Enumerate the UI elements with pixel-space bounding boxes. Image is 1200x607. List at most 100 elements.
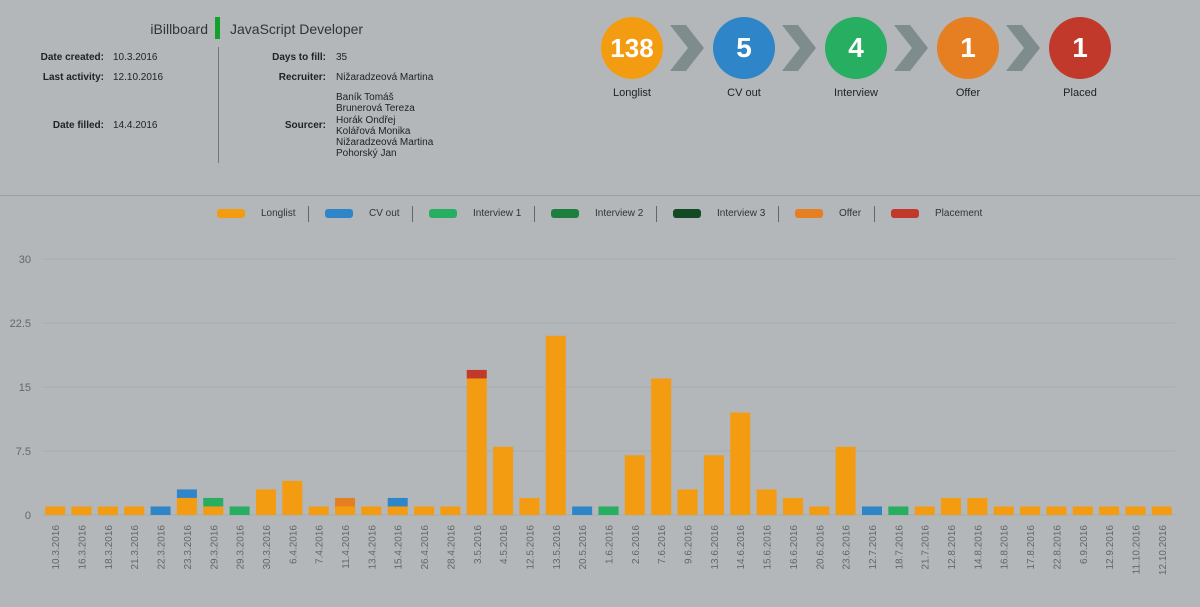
stage-count: 138 — [601, 17, 663, 79]
bar-segment — [1072, 506, 1093, 515]
bar-segment — [150, 506, 171, 515]
legend-label: Offer — [839, 208, 862, 219]
bar-segment — [71, 506, 92, 515]
x-tick-label: 20.5.2016 — [578, 525, 589, 570]
x-tick-label: 6.9.2016 — [1079, 525, 1090, 564]
bar-segment — [282, 480, 303, 515]
sourcer-name: Brunerová Tereza — [336, 103, 415, 115]
bar-segment — [414, 506, 435, 515]
bar-segment — [97, 506, 118, 515]
x-tick-label: 21.3.2016 — [130, 525, 141, 570]
legend-swatch — [891, 209, 919, 218]
y-tick-label: 0 — [25, 510, 31, 522]
x-tick-label: 16.8.2016 — [1000, 525, 1011, 570]
x-tick-label: 10.3.2016 — [51, 525, 62, 570]
bar-segment — [941, 497, 962, 515]
x-tick-label: 4.5.2016 — [499, 525, 510, 564]
bar-segment — [308, 506, 329, 515]
x-tick-label: 14.6.2016 — [736, 525, 747, 570]
x-tick-label: 23.3.2016 — [183, 525, 194, 570]
legend-swatch — [673, 209, 701, 218]
legend-swatch — [795, 209, 823, 218]
bar-segment — [598, 506, 619, 515]
stage-count: 4 — [825, 17, 887, 79]
bar-segment — [1125, 506, 1146, 515]
last-activity-value: 12.10.2016 — [113, 72, 164, 83]
bar-segment — [809, 506, 830, 515]
recruiter-value: Nižaradzeová Martina — [336, 72, 434, 83]
x-tick-label: 12.8.2016 — [947, 525, 958, 570]
x-tick-label: 17.8.2016 — [1026, 525, 1037, 570]
chart-legend: Longlist CV out Interview 1 Interview 2 … — [0, 206, 1200, 222]
bar-segment — [651, 378, 672, 515]
y-tick-label: 15 — [19, 382, 31, 394]
bar-segment — [229, 506, 250, 515]
stage-count: 5 — [713, 17, 775, 79]
legend-swatch — [429, 209, 457, 218]
x-tick-label: 22.8.2016 — [1052, 525, 1063, 570]
bar-segment — [440, 506, 461, 515]
legend-separator — [656, 206, 657, 222]
bar-segment — [624, 455, 645, 515]
chevron-right-icon — [894, 25, 928, 71]
stage-offer[interactable]: 1 Offer — [937, 17, 999, 99]
x-tick-label: 12.10.2016 — [1158, 525, 1169, 575]
legend-label: Placement — [935, 208, 983, 219]
bar-segment — [677, 489, 698, 515]
bar-segment — [993, 506, 1014, 515]
stage-placed[interactable]: 1 Placed — [1049, 17, 1111, 99]
bar-segment — [545, 335, 566, 515]
bar-segment — [124, 506, 145, 515]
legend-swatch — [551, 209, 579, 218]
x-tick-label: 3.5.2016 — [473, 525, 484, 564]
stage-count: 1 — [1049, 17, 1111, 79]
x-tick-label: 11.10.2016 — [1131, 525, 1142, 575]
stage-label: Placed — [1063, 87, 1097, 99]
x-tick-label: 26.4.2016 — [420, 525, 431, 570]
legend-separator — [534, 206, 535, 222]
stage-interview[interactable]: 4 Interview — [825, 17, 887, 99]
stage-longlist[interactable]: 138 Longlist — [601, 17, 663, 99]
x-tick-label: 22.3.2016 — [157, 525, 168, 570]
x-tick-label: 29.3.2016 — [209, 525, 220, 570]
stage-label: Interview — [833, 87, 879, 99]
sourcer-name: Kolářová Monika — [336, 125, 411, 137]
legend-swatch — [325, 209, 353, 218]
y-tick-label: 7.5 — [16, 446, 31, 458]
date-created-value: 10.3.2016 — [113, 52, 158, 63]
sourcer-name: Horák Ondřej — [336, 114, 396, 126]
bar-segment — [387, 497, 408, 507]
bar-segment — [334, 497, 356, 507]
bar-segment — [466, 378, 487, 515]
y-tick-label: 22.5 — [10, 318, 31, 330]
legend-label: Interview 2 — [595, 208, 644, 219]
x-tick-label: 12.5.2016 — [525, 525, 536, 570]
stage-cv-out[interactable]: 5 CV out — [713, 17, 775, 99]
stage-count: 1 — [937, 17, 999, 79]
chevron-right-icon — [1006, 25, 1040, 71]
recruiter-label: Recruiter: — [278, 72, 326, 83]
bar-segment — [334, 506, 356, 515]
stacked-bar-chart: 0 7.5 15 22.5 30 10.3.2016 16.3.2016 18.3.2016 2… — [10, 254, 1175, 575]
chevron-right-icon — [782, 25, 816, 71]
x-tick-label: 15.4.2016 — [394, 525, 405, 570]
company-name[interactable]: iBillboard — [150, 21, 208, 37]
bar-segment — [861, 506, 883, 515]
bar-segment — [493, 446, 514, 515]
bar-segment — [888, 506, 909, 515]
bar-segment — [782, 497, 803, 515]
sourcer-label: Sourcer: — [284, 120, 326, 131]
job-title[interactable]: JavaScript Developer — [230, 21, 364, 37]
x-tick-label: 28.4.2016 — [446, 525, 457, 570]
date-filled-label: Date filled: — [52, 120, 104, 131]
x-tick-label: 9.6.2016 — [684, 525, 695, 564]
bar-segment — [967, 497, 988, 515]
date-filled-value: 14.4.2016 — [113, 120, 158, 131]
bar-segment — [203, 506, 224, 515]
sourcer-name: Nižaradzeová Martina — [336, 137, 434, 149]
days-to-fill-value: 35 — [336, 52, 348, 63]
bar-segment — [519, 497, 540, 515]
legend-separator — [874, 206, 875, 222]
sourcer-list: Baník Tomáš Brunerová Tereza Horák Ondře… — [336, 92, 433, 160]
x-tick-label: 16.3.2016 — [78, 525, 89, 570]
